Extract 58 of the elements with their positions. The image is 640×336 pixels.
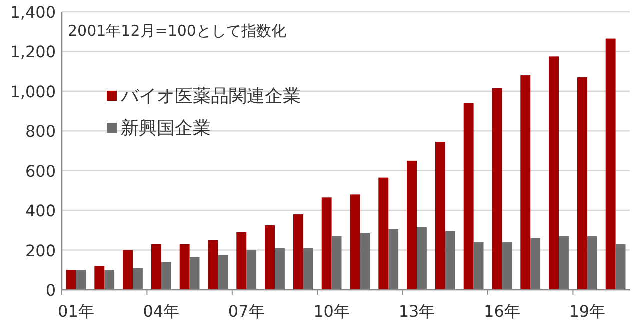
bar xyxy=(407,160,417,290)
bar xyxy=(559,236,569,290)
bar xyxy=(520,76,531,290)
bar xyxy=(464,103,474,290)
x-tick-label: 13年 xyxy=(398,302,436,321)
bar xyxy=(502,242,512,290)
bar xyxy=(66,270,76,290)
y-tick-label: 200 xyxy=(25,241,56,260)
bar xyxy=(492,88,502,290)
x-tick-label: 19年 xyxy=(569,302,606,321)
bar xyxy=(246,250,257,290)
bar xyxy=(322,198,332,290)
bar xyxy=(208,240,218,290)
y-tick-label: 600 xyxy=(25,162,56,181)
legend-label: バイオ医薬品関連企業 xyxy=(120,86,301,107)
bar xyxy=(388,229,399,290)
bar xyxy=(275,248,285,290)
y-tick-label: 800 xyxy=(25,122,56,142)
bar xyxy=(180,244,190,290)
x-tick-label: 10年 xyxy=(314,302,350,321)
bar xyxy=(445,231,456,290)
bar xyxy=(435,142,446,290)
bar xyxy=(530,238,541,290)
bar xyxy=(133,268,143,290)
x-tick-label: 07年 xyxy=(228,302,265,321)
bar xyxy=(587,236,598,290)
bar xyxy=(378,178,389,290)
bar xyxy=(549,56,559,290)
y-tick-label: 0 xyxy=(46,281,56,300)
legend-label: 新興国企業 xyxy=(121,118,211,139)
x-tick-label: 01年 xyxy=(58,302,94,321)
bar xyxy=(293,214,304,290)
x-tick-label: 16年 xyxy=(484,302,520,321)
bar xyxy=(616,244,626,290)
bar xyxy=(332,236,342,290)
bar xyxy=(123,250,133,290)
annotation: 2001年12月=100として指数化 xyxy=(68,22,286,40)
bar xyxy=(161,262,172,290)
bar xyxy=(360,233,370,290)
x-tick-label: 04年 xyxy=(143,302,180,321)
y-tick-label: 400 xyxy=(25,202,56,221)
bar xyxy=(350,194,360,290)
bar xyxy=(606,38,616,290)
bar xyxy=(190,257,200,290)
y-tick-label: 1,200 xyxy=(10,42,56,62)
bar xyxy=(577,78,588,290)
bar xyxy=(417,227,427,290)
bar xyxy=(76,270,86,290)
bar xyxy=(236,232,247,290)
bar xyxy=(474,242,484,290)
bar xyxy=(94,266,105,290)
bar xyxy=(104,270,115,290)
bar xyxy=(265,225,275,290)
bar xyxy=(151,244,162,290)
y-tick-label: 1,000 xyxy=(10,82,56,102)
bar xyxy=(218,255,228,290)
y-tick-label: 1,400 xyxy=(10,3,56,22)
bar xyxy=(303,248,314,290)
